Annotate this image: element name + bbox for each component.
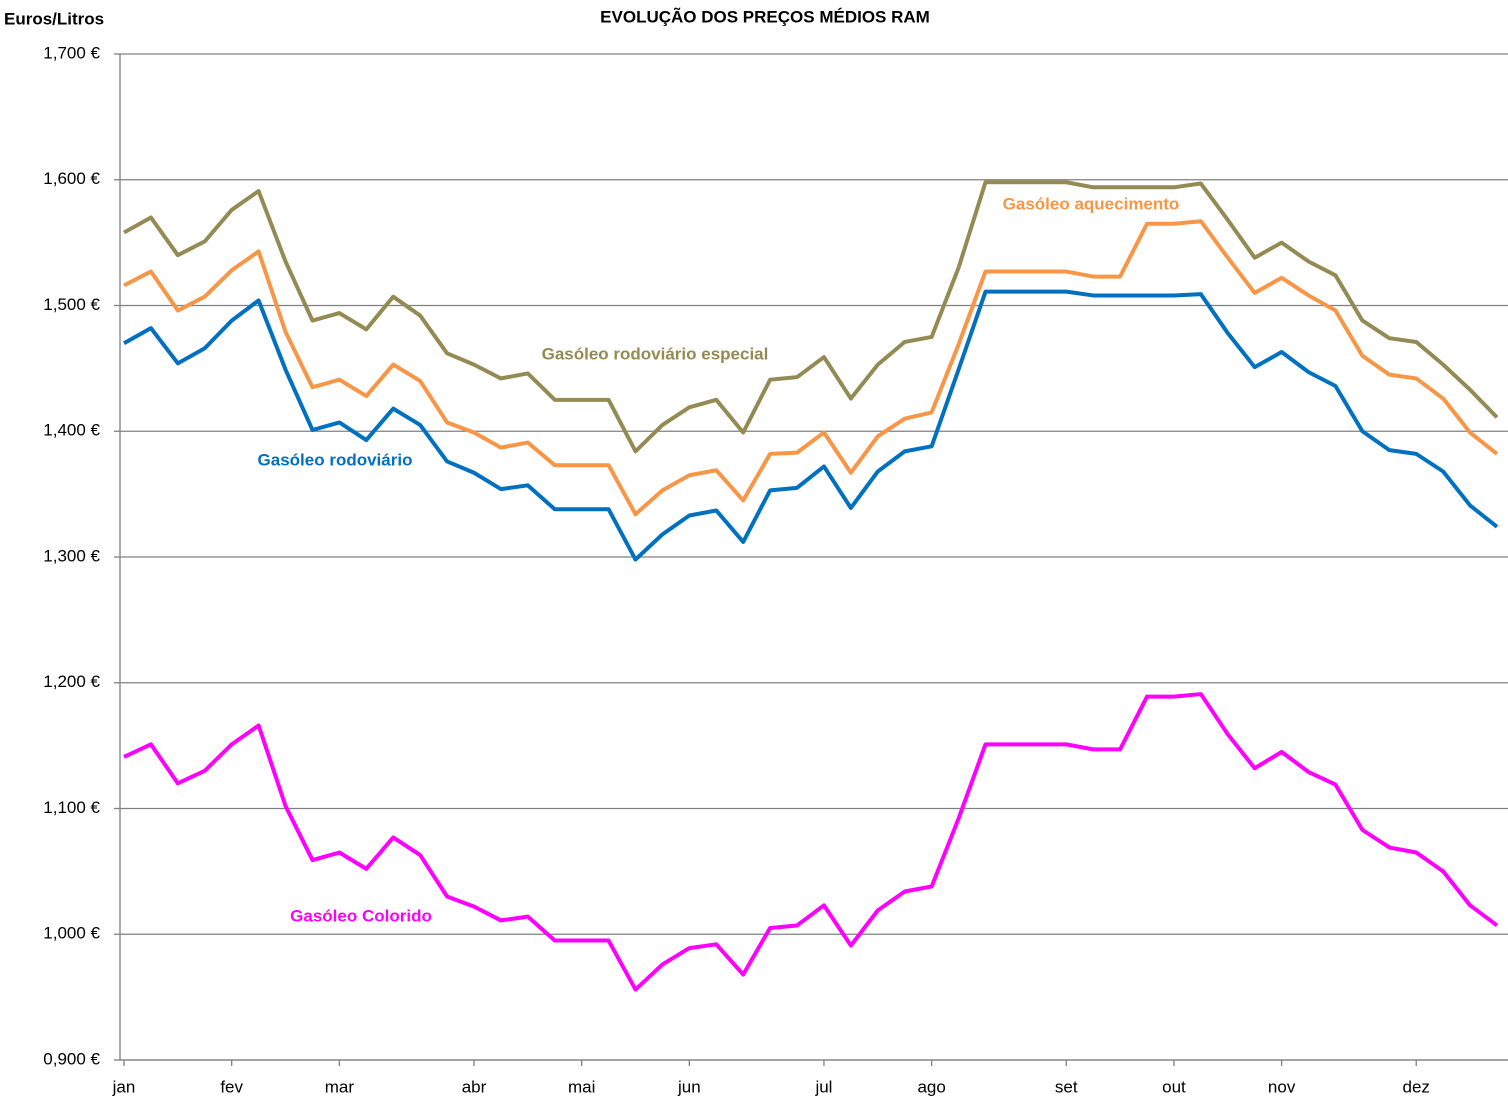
series-line <box>123 219 1499 517</box>
series-line <box>123 289 1499 562</box>
series-label: Gasóleo aquecimento <box>1003 194 1180 213</box>
y-tick-label: 1,200 € <box>43 672 100 691</box>
series-label: Gasóleo Colorido <box>290 906 432 925</box>
y-axis-label: Euros/Litros <box>4 9 104 28</box>
series-line <box>123 180 1499 454</box>
y-tick-label: 1,700 € <box>43 43 100 62</box>
x-tick-label: jan <box>112 1077 136 1096</box>
series-label: Gasóleo rodoviário <box>258 450 413 469</box>
chart-title: EVOLUÇÃO DOS PREÇOS MÉDIOS RAM <box>600 6 930 26</box>
x-tick-label: abr <box>462 1077 487 1096</box>
y-tick-label: 1,300 € <box>43 546 100 565</box>
x-tick-label: mai <box>568 1077 595 1096</box>
x-tick-label: dez <box>1403 1077 1430 1096</box>
x-tick-label: ago <box>917 1077 945 1096</box>
x-tick-label: mar <box>325 1077 355 1096</box>
x-tick-label: out <box>1162 1077 1186 1096</box>
x-tick-label: set <box>1055 1077 1078 1096</box>
x-tick-label: nov <box>1268 1077 1296 1096</box>
series-line <box>123 692 1499 992</box>
y-tick-label: 1,000 € <box>43 924 100 943</box>
x-tick-label: fev <box>220 1077 243 1096</box>
series-label: Gasóleo rodoviário especial <box>542 344 769 363</box>
y-tick-label: 1,100 € <box>43 798 100 817</box>
x-tick-label: jul <box>814 1077 832 1096</box>
x-tick-label: jun <box>677 1077 701 1096</box>
y-tick-label: 1,600 € <box>43 169 100 188</box>
y-tick-label: 1,500 € <box>43 295 100 314</box>
y-tick-label: 0,900 € <box>43 1049 100 1068</box>
y-tick-label: 1,400 € <box>43 421 100 440</box>
